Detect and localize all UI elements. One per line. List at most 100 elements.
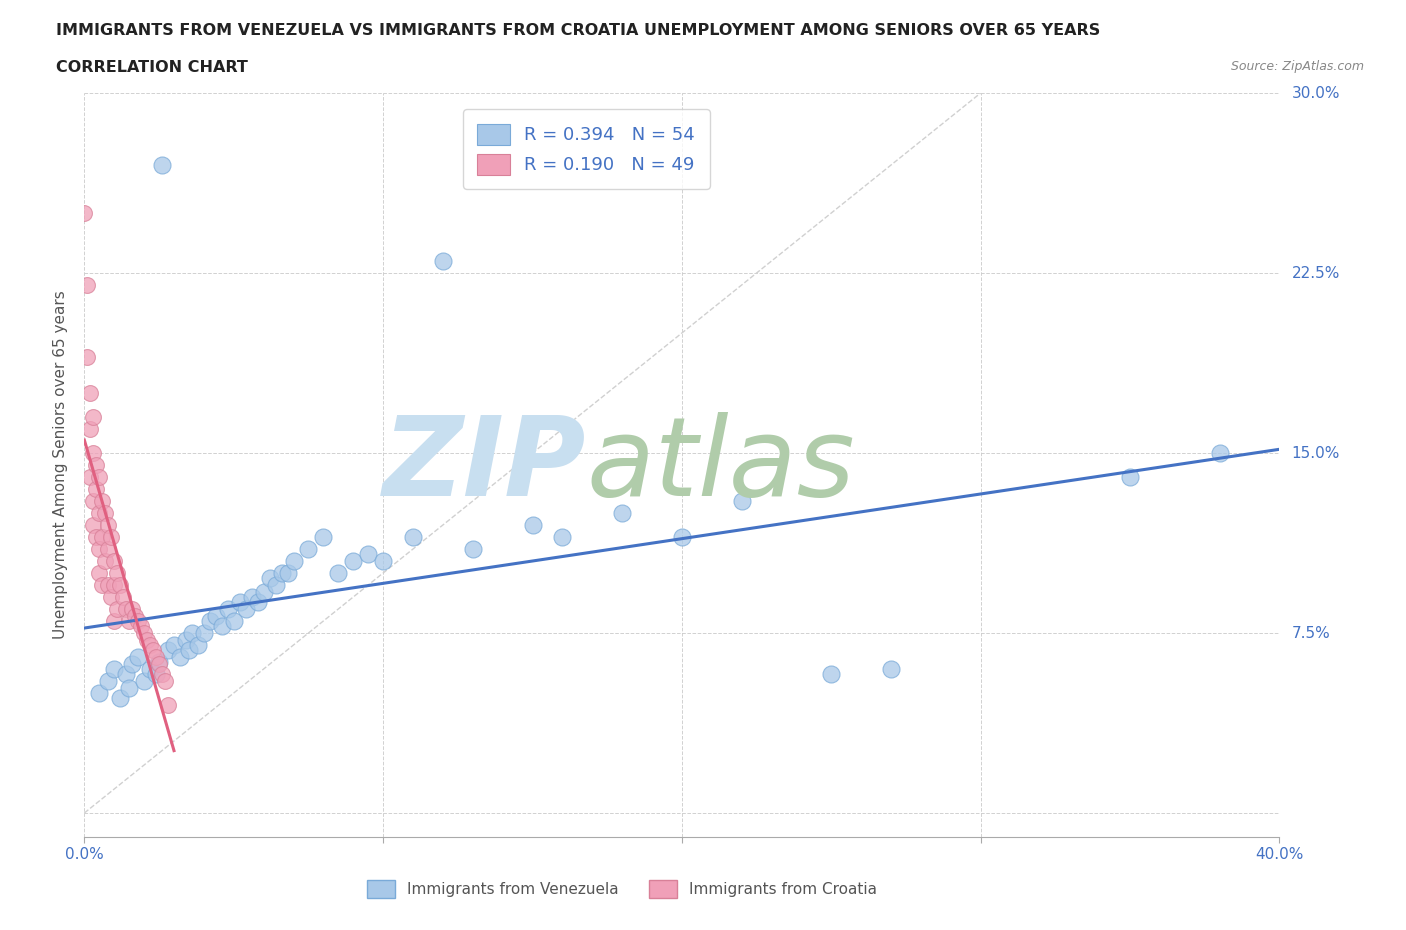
Point: [157, 643, 180, 658]
Point: [132, 626, 156, 641]
Point: [103, 553, 125, 568]
Point: [357, 546, 380, 561]
Point: [177, 643, 200, 658]
Point: [610, 506, 633, 521]
Point: [1119, 470, 1142, 485]
Point: [129, 618, 152, 633]
Text: ZIP: ZIP: [382, 411, 586, 519]
Point: [103, 661, 125, 676]
Point: [217, 602, 239, 617]
Point: [112, 590, 135, 604]
Point: [110, 690, 132, 705]
Y-axis label: Unemployment Among Seniors over 65 years: Unemployment Among Seniors over 65 years: [53, 291, 69, 640]
Point: [86, 529, 108, 544]
Point: [127, 649, 149, 664]
Point: [79, 386, 101, 401]
Point: [100, 529, 122, 544]
Point: [461, 541, 484, 556]
Point: [89, 541, 111, 556]
Point: [328, 565, 350, 580]
Point: [91, 578, 114, 592]
Point: [153, 673, 176, 688]
Point: [276, 565, 298, 580]
Point: [124, 609, 146, 624]
Point: [97, 673, 120, 688]
Text: 30.0%: 30.0%: [1291, 86, 1340, 100]
Text: 15.0%: 15.0%: [1291, 445, 1340, 460]
Point: [94, 553, 117, 568]
Point: [259, 570, 281, 585]
Point: [312, 529, 335, 544]
Point: [371, 553, 394, 568]
Point: [211, 618, 233, 633]
Point: [79, 421, 101, 436]
Point: [264, 578, 287, 592]
Text: atlas: atlas: [586, 411, 855, 519]
Point: [76, 277, 98, 292]
Point: [163, 638, 186, 653]
Point: [731, 494, 754, 509]
Point: [100, 590, 122, 604]
Point: [89, 506, 111, 521]
Point: [142, 643, 165, 658]
Point: [228, 594, 252, 609]
Point: [76, 350, 98, 365]
Point: [342, 553, 364, 568]
Point: [246, 594, 269, 609]
Point: [1208, 445, 1232, 460]
Point: [145, 649, 167, 664]
Point: [297, 541, 319, 556]
Point: [105, 602, 128, 617]
Point: [148, 657, 170, 671]
Text: IMMIGRANTS FROM VENEZUELA VS IMMIGRANTS FROM CROATIA UNEMPLOYMENT AMONG SENIORS : IMMIGRANTS FROM VENEZUELA VS IMMIGRANTS …: [56, 23, 1101, 38]
Point: [103, 578, 125, 592]
Point: [110, 578, 132, 592]
Point: [97, 541, 120, 556]
Point: [82, 518, 104, 533]
Point: [121, 657, 143, 671]
Point: [522, 518, 544, 533]
Point: [91, 529, 114, 544]
Point: [115, 667, 138, 682]
Point: [145, 667, 167, 682]
Point: [86, 482, 108, 497]
Point: [198, 614, 221, 629]
Point: [79, 470, 101, 485]
Point: [97, 578, 120, 592]
Legend: Immigrants from Venezuela, Immigrants from Croatia: Immigrants from Venezuela, Immigrants fr…: [361, 874, 883, 904]
Point: [222, 614, 245, 629]
Point: [121, 602, 143, 617]
Point: [187, 638, 209, 653]
Point: [235, 602, 257, 617]
Point: [193, 626, 215, 641]
Point: [671, 529, 693, 544]
Point: [86, 458, 108, 472]
Point: [253, 585, 276, 600]
Text: Source: ZipAtlas.com: Source: ZipAtlas.com: [1230, 60, 1364, 73]
Point: [139, 638, 162, 653]
Text: 7.5%: 7.5%: [1291, 626, 1330, 641]
Point: [94, 506, 117, 521]
Point: [174, 632, 197, 647]
Point: [97, 518, 120, 533]
Point: [180, 626, 202, 641]
Point: [169, 649, 191, 664]
Point: [105, 565, 128, 580]
Point: [402, 529, 425, 544]
Point: [89, 685, 111, 700]
Point: [91, 494, 114, 509]
Point: [157, 698, 180, 712]
Point: [432, 254, 454, 269]
Point: [82, 494, 104, 509]
Point: [551, 529, 574, 544]
Point: [270, 565, 292, 580]
Text: 22.5%: 22.5%: [1291, 265, 1340, 281]
Point: [103, 614, 125, 629]
Point: [136, 632, 159, 647]
Point: [127, 614, 149, 629]
Point: [73, 206, 96, 220]
Point: [82, 409, 104, 424]
Point: [205, 609, 228, 624]
Point: [118, 681, 141, 696]
Point: [150, 667, 173, 682]
